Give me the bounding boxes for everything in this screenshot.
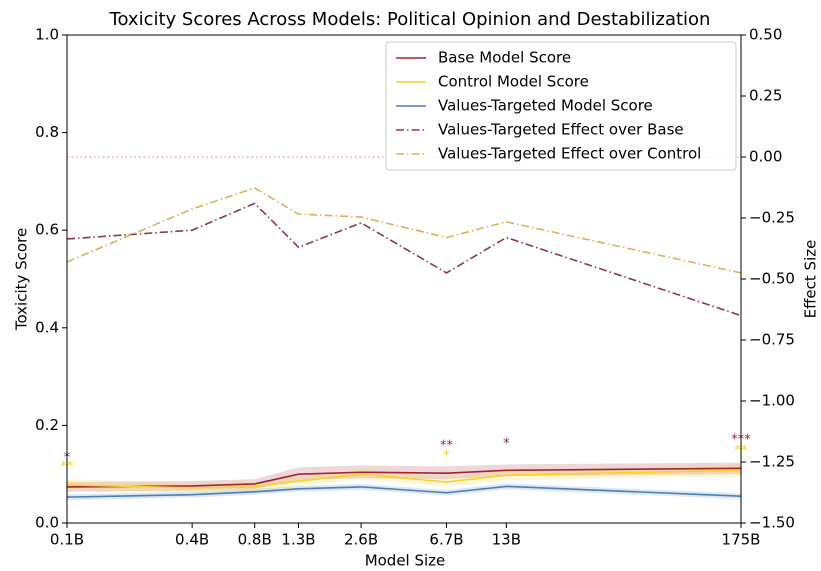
y-tick-label: 0.2 xyxy=(35,416,59,434)
series-line xyxy=(66,467,742,488)
y-tick-label: 0.0 xyxy=(35,514,59,532)
confidence-band xyxy=(67,483,741,501)
series-line xyxy=(66,202,742,317)
y2-tick-label: −1.00 xyxy=(749,392,795,410)
x-axis-label: Model Size xyxy=(365,552,446,570)
y2-tick-label: 0.50 xyxy=(749,26,782,44)
x-tick-label: 0.1B xyxy=(50,531,84,549)
y2-tick-label: 0.00 xyxy=(749,148,782,166)
y2-tick-label: −0.50 xyxy=(749,270,795,288)
legend-label: Values-Targeted Effect over Control xyxy=(438,145,701,163)
y-tick-label: 0.6 xyxy=(35,221,59,239)
y-tick-label: 0.4 xyxy=(35,318,59,336)
legend-label: Control Model Score xyxy=(438,73,589,91)
x-tick-label: 0.8B xyxy=(238,531,272,549)
y-tick-label: 1.0 xyxy=(35,26,59,44)
legend-box xyxy=(385,41,737,171)
chart-title: Toxicity Scores Across Models: Political… xyxy=(109,9,711,30)
y2-tick-label: −1.25 xyxy=(749,453,795,471)
y2-tick-label: −0.75 xyxy=(749,331,795,349)
legend-label: Base Model Score xyxy=(438,49,571,67)
x-tick-label: 2.6B xyxy=(344,531,378,549)
y2-tick-label: −1.50 xyxy=(749,514,795,532)
legend-label: Values-Targeted Effect over Base xyxy=(438,121,684,139)
series-line xyxy=(66,187,742,274)
y-axis-label: Toxicity Score xyxy=(13,228,31,331)
legend: Base Model Score Control Model Score Value… xyxy=(385,41,737,171)
y2-tick-label: 0.25 xyxy=(749,87,782,105)
series-line xyxy=(66,469,742,489)
legend-label: Values-Targeted Model Score xyxy=(438,97,653,115)
y2-axis-label: Effect Size xyxy=(802,240,820,319)
significance-marker: ** xyxy=(440,438,454,453)
x-tick-label: 1.3B xyxy=(281,531,315,549)
x-tick-label: 13B xyxy=(492,531,521,549)
y2-tick-label: −0.25 xyxy=(749,209,795,227)
significance-marker: * xyxy=(443,449,450,464)
series-line xyxy=(66,485,742,498)
y-tick-label: 0.8 xyxy=(35,123,59,141)
x-tick-label: 0.4B xyxy=(175,531,209,549)
x-tick-label: 6.7B xyxy=(429,531,463,549)
significance-marker: * xyxy=(503,436,510,451)
x-tick-label: 175B xyxy=(722,531,761,549)
